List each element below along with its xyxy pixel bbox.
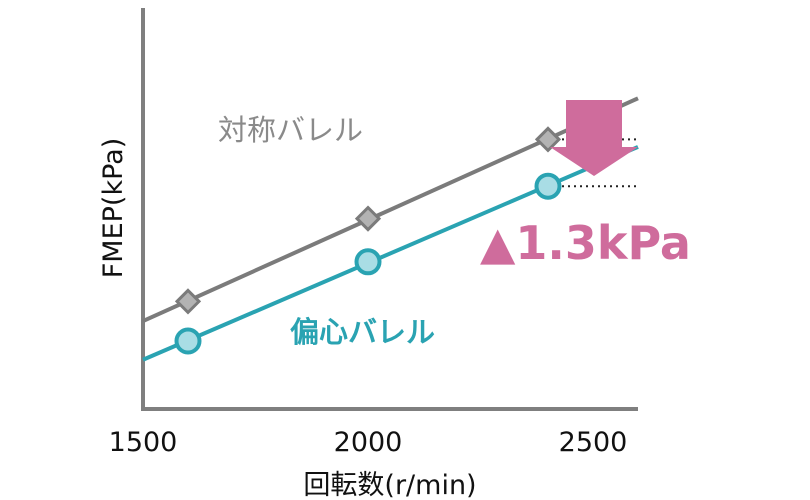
difference-annotation: ▲1.3kPa — [480, 216, 691, 270]
data-point-symmetric — [174, 288, 202, 315]
x-tick-label: 2000 — [334, 427, 403, 458]
data-markers — [174, 126, 562, 355]
x-tick-label: 1500 — [109, 427, 178, 458]
series-label-symmetric: 対称バレル — [218, 113, 363, 147]
x-tick-label: 2500 — [559, 427, 628, 458]
down-arrow-icon — [550, 100, 638, 176]
data-point-symmetric — [354, 205, 382, 232]
data-point-symmetric — [534, 126, 562, 153]
data-point-eccentric — [174, 327, 202, 355]
x-tick-labels: 1500 2000 2500 — [109, 427, 628, 458]
data-point-eccentric — [534, 172, 562, 200]
y-axis-label: FMEP(kPa) — [98, 138, 129, 278]
series-label-eccentric: 偏心バレル — [290, 315, 435, 349]
x-axis-label: 回転数(r/min) — [303, 470, 476, 500]
data-point-eccentric — [354, 248, 382, 276]
